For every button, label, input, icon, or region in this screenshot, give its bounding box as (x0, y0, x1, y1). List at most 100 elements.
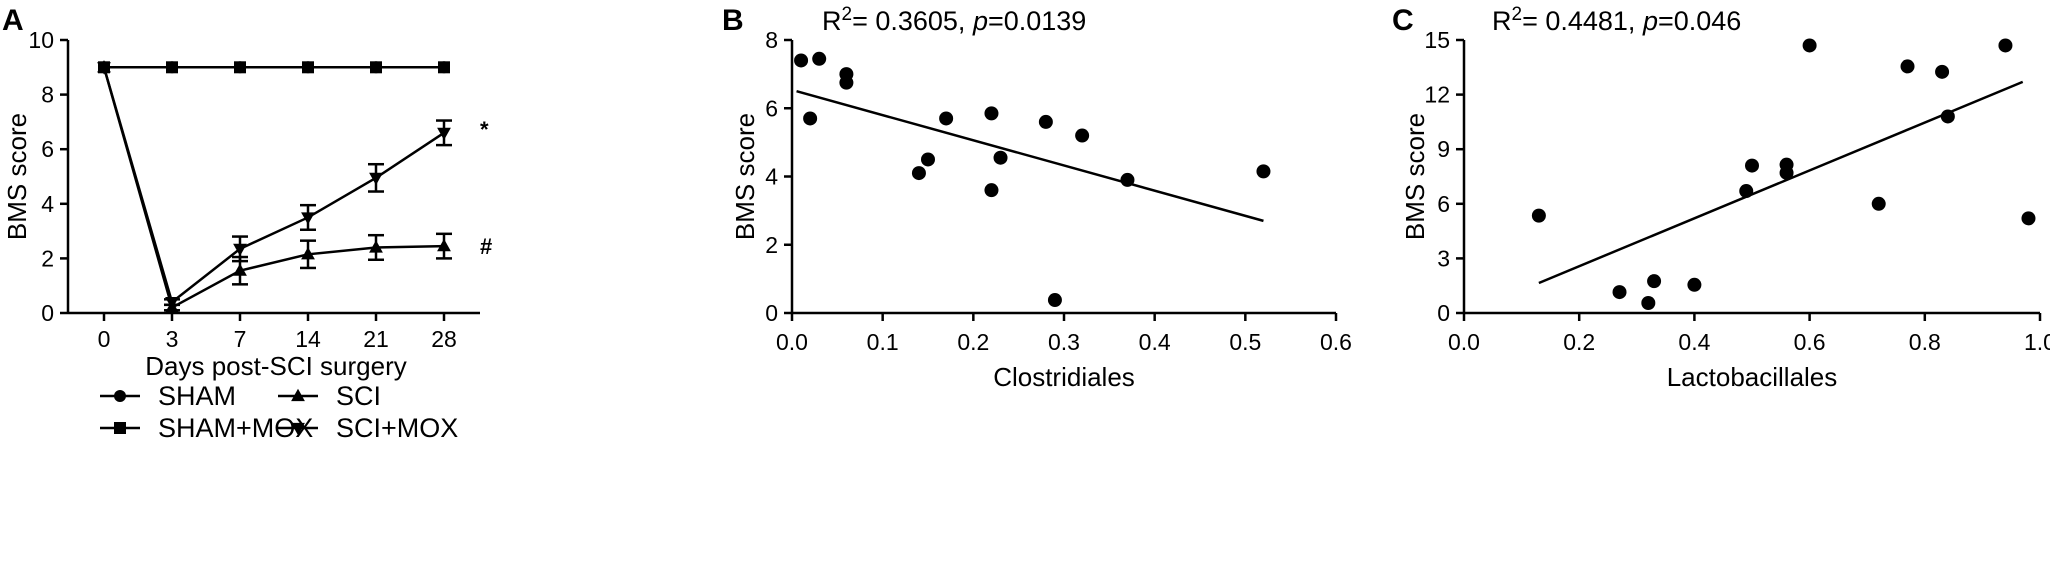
panel-c-data-point (1739, 184, 1754, 199)
panel-c-x-axis-title: Lactobacillales (1667, 362, 1838, 392)
panel-b-data-point (984, 106, 999, 121)
panel-a-letter: A (2, 4, 24, 37)
panel-c-x-tick-label: 0.0 (1448, 329, 1480, 355)
panel-a-y-tick-label: 8 (41, 82, 54, 108)
panel-b-y-tick-label: 4 (765, 164, 778, 190)
panel-b-data-point (984, 183, 999, 198)
panel-a-x-tick-label: 14 (295, 326, 321, 352)
panel-b-x-tick-label: 0.4 (1139, 329, 1171, 355)
panel-b-x-tick-label: 0.0 (776, 329, 808, 355)
panel-c-y-tick-label: 15 (1424, 27, 1450, 53)
data-point-SCI (301, 247, 315, 260)
data-point-SHAM+MOX (438, 61, 450, 74)
stat-superscript: 2 (1512, 4, 1523, 25)
panel-b-y-tick-label: 8 (765, 27, 778, 53)
panel-c-axes: 0 3 6 9 12 15 0.0 0.2 0.4 0.6 0.8 1.0 (1424, 27, 2050, 355)
data-point-SCI (437, 238, 451, 252)
panel-b-regression-line (796, 89, 1264, 223)
panel-c-data-point (1612, 285, 1627, 300)
panel-c-y-tick-label: 0 (1437, 300, 1450, 326)
legend-marker (291, 422, 305, 436)
data-point-SCI+MOX (301, 212, 315, 225)
stat-p-value: =0.0139 (988, 6, 1086, 36)
panel-b-data-point (1075, 128, 1090, 143)
legend-marker (291, 388, 305, 402)
panel-a-y-axis-title: BMS score (2, 113, 32, 240)
panel-b-x-tick-label: 0.6 (1320, 329, 1352, 355)
legend-label: SCI+MOX (336, 413, 458, 443)
panel-a-x-tick-label: 21 (363, 326, 389, 352)
stat-superscript: 2 (842, 4, 853, 25)
panel-b-data-point (1038, 114, 1053, 129)
legend-label: SHAM (158, 381, 236, 411)
panel-a-y-tick-label: 10 (28, 27, 54, 53)
panel-c-data-point (1935, 64, 1950, 79)
data-point-SCI+MOX (233, 243, 247, 257)
panel-b-points (794, 51, 1271, 308)
panel-a-series (97, 60, 452, 313)
data-point-SHAM+MOX (166, 61, 178, 74)
data-point-SCI (369, 240, 383, 253)
panel-c-y-tick-label: 9 (1437, 136, 1450, 162)
panel-b-data-point (1120, 172, 1135, 187)
panel-a: A 0 2 4 6 8 10 0 3 7 14 21 28 Days post-SCI surgery… (2, 4, 492, 443)
panel-c-data-point (1940, 109, 1955, 124)
panel-b-x-tick-label: 0.1 (867, 329, 899, 355)
panel-a-x-tick-label: 28 (431, 326, 457, 352)
stat-p: p (1642, 6, 1658, 36)
panel-b-data-point (794, 53, 809, 68)
panel-a-x-tick-label: 7 (234, 326, 247, 352)
panel-b-y-tick-label: 2 (765, 232, 778, 258)
panel-c-x-tick-label: 0.4 (1678, 329, 1710, 355)
panel-a-y-tick-label: 0 (41, 300, 54, 326)
panel-b-data-point (812, 51, 827, 66)
stat-r-value: = 0.3605, (852, 6, 973, 36)
stat-r: R (1492, 6, 1512, 36)
stat-r-value: = 0.4481, (1522, 6, 1643, 36)
data-point-SCI+MOX (165, 296, 179, 310)
panel-a-y-tick-label: 6 (41, 136, 54, 162)
panel-b-y-axis-title: BMS score (730, 113, 760, 240)
panel-b-data-point (939, 111, 954, 126)
panel-c-y-axis-title: BMS score (1400, 113, 1430, 240)
data-point-SHAM+MOX (370, 61, 382, 74)
data-point-SHAM+MOX (234, 61, 246, 74)
panel-b-letter: B (722, 4, 744, 37)
panel-c-data-point (1647, 274, 1662, 289)
panel-c-x-tick-label: 0.8 (1909, 329, 1941, 355)
panel-b-x-tick-label: 0.5 (1229, 329, 1261, 355)
panel-c-data-point (1745, 158, 1759, 173)
panel-c-data-point (1871, 196, 1886, 211)
data-point-SCI (233, 263, 247, 276)
panel-b-data-point (911, 166, 926, 181)
panel-a-annotation-star: * (480, 117, 489, 142)
panel-c-data-point (1779, 165, 1794, 180)
panel-c-data-point (1998, 38, 2013, 53)
panel-c-y-tick-label: 12 (1424, 82, 1450, 108)
stat-p: p (972, 6, 988, 36)
panel-c-data-point (1900, 59, 1915, 74)
panel-c-data-point (1687, 277, 1702, 292)
panel-c-data-point (2021, 211, 2036, 226)
panel-b-axes: 0 2 4 6 8 0.0 0.1 0.2 0.3 0.4 0.5 0.6 (765, 27, 1352, 355)
panel-b-data-point (921, 152, 935, 167)
panel-a-annotation-hash: # (480, 234, 492, 259)
panel-c-y-tick-label: 3 (1437, 245, 1450, 271)
panel-b-data-point (839, 75, 854, 90)
series-line-SCI (102, 66, 445, 310)
panel-b-y-tick-label: 6 (765, 95, 778, 121)
panel-c-x-tick-label: 0.6 (1794, 329, 1826, 355)
panel-a-x-axis-title: Days post-SCI surgery (145, 351, 407, 381)
data-point-SCI+MOX (97, 62, 111, 75)
panel-b-x-tick-label: 0.3 (1048, 329, 1080, 355)
panel-b-y-tick-label: 0 (765, 300, 778, 326)
panel-b-data-point (803, 111, 818, 126)
panel-a-axes: 0 2 4 6 8 10 0 3 7 14 21 28 (28, 27, 480, 352)
legend-marker (114, 390, 126, 402)
legend-label: SCI (336, 381, 381, 411)
panel-c-x-tick-label: 0.2 (1563, 329, 1595, 355)
